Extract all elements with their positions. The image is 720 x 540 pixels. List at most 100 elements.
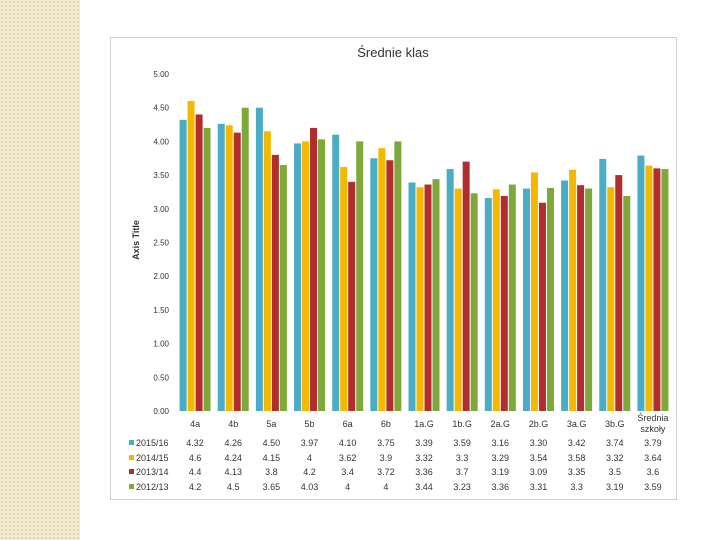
bar bbox=[408, 182, 416, 411]
bar bbox=[522, 188, 530, 411]
bar bbox=[446, 169, 454, 411]
data-table-cell: 4.15 bbox=[263, 453, 281, 463]
bar bbox=[645, 165, 653, 411]
bar bbox=[340, 167, 348, 411]
category-label: szkoły bbox=[640, 424, 666, 434]
data-table-cell: 4 bbox=[307, 453, 312, 463]
data-table-cell: 3.42 bbox=[568, 438, 586, 448]
bar bbox=[356, 141, 364, 411]
bar bbox=[255, 107, 263, 411]
category-label: 4a bbox=[190, 419, 200, 429]
data-table-cell: 3.36 bbox=[492, 482, 510, 492]
category-label: 1a.G bbox=[414, 419, 434, 429]
data-table-cell: 4.26 bbox=[224, 438, 242, 448]
bar bbox=[241, 107, 249, 411]
data-table-cell: 4.5 bbox=[227, 482, 240, 492]
category-label: 3b.G bbox=[605, 419, 625, 429]
data-table-cell: 3.35 bbox=[568, 467, 586, 477]
data-table-cell: 3.09 bbox=[530, 467, 548, 477]
data-table-cell: 3.9 bbox=[380, 453, 393, 463]
bar bbox=[653, 168, 661, 411]
category-label: 1b.G bbox=[452, 419, 472, 429]
data-table-cell: 3.59 bbox=[453, 438, 471, 448]
data-table-cell: 3.32 bbox=[415, 453, 433, 463]
bar bbox=[217, 123, 225, 411]
bar bbox=[607, 187, 615, 411]
data-table-cell: 3.54 bbox=[530, 453, 548, 463]
data-table-cell: 3.32 bbox=[606, 453, 624, 463]
category-label: 6b bbox=[381, 419, 391, 429]
bar bbox=[585, 188, 593, 411]
data-table-cell: 3.72 bbox=[377, 467, 395, 477]
bar bbox=[294, 143, 302, 411]
category-label: 5b bbox=[305, 419, 315, 429]
y-tick-label: 3.00 bbox=[153, 205, 169, 214]
category-label: 3a.G bbox=[567, 419, 587, 429]
data-table-cell: 4.10 bbox=[339, 438, 357, 448]
bar bbox=[394, 141, 402, 411]
data-table-cell: 3.44 bbox=[415, 482, 433, 492]
bar bbox=[263, 131, 271, 412]
bar bbox=[500, 195, 508, 411]
data-table-cell: 3.4 bbox=[341, 467, 354, 477]
data-table-cell: 3.39 bbox=[415, 438, 433, 448]
legend-entry: 2015/16 bbox=[136, 438, 169, 448]
bar bbox=[462, 161, 470, 411]
bar bbox=[271, 154, 279, 411]
category-label: 4b bbox=[228, 419, 238, 429]
y-tick-label: 4.00 bbox=[153, 137, 169, 146]
bar bbox=[599, 158, 607, 411]
data-table-cell: 3.64 bbox=[644, 453, 662, 463]
bar bbox=[225, 125, 233, 411]
data-table-cell: 3.3 bbox=[456, 453, 469, 463]
bar bbox=[279, 164, 287, 411]
legend-entry: 2013/14 bbox=[136, 467, 169, 477]
y-tick-label: 2.50 bbox=[153, 239, 169, 248]
y-tick-label: 4.50 bbox=[153, 104, 169, 113]
legend-entry: 2012/13 bbox=[136, 482, 169, 492]
legend-entry: 2014/15 bbox=[136, 453, 169, 463]
bar bbox=[195, 114, 203, 411]
y-tick-label: 1.00 bbox=[153, 340, 169, 349]
y-tick-label: 1.50 bbox=[153, 306, 169, 315]
bar bbox=[310, 127, 318, 412]
data-table-cell: 3.6 bbox=[647, 467, 660, 477]
data-table-cell: 3.74 bbox=[606, 438, 624, 448]
legend-swatch bbox=[129, 440, 134, 445]
data-table-cell: 3.30 bbox=[530, 438, 548, 448]
y-tick-label: 2.00 bbox=[153, 272, 169, 281]
data-table-cell: 3.31 bbox=[530, 482, 548, 492]
data-table-cell: 3.16 bbox=[492, 438, 510, 448]
bar bbox=[378, 148, 386, 411]
bar bbox=[615, 175, 623, 411]
data-table-cell: 3.3 bbox=[570, 482, 583, 492]
bar bbox=[370, 158, 378, 411]
bar bbox=[203, 127, 211, 412]
bar bbox=[492, 189, 500, 411]
chart-title: Średnie klas bbox=[357, 45, 429, 60]
bar bbox=[546, 187, 554, 411]
bar bbox=[424, 184, 432, 411]
bar bbox=[538, 202, 546, 411]
data-table-cell: 4.24 bbox=[224, 453, 242, 463]
data-table-cell: 3.62 bbox=[339, 453, 357, 463]
y-tick-label: 5.00 bbox=[153, 70, 169, 79]
y-axis-title: Axis Title bbox=[131, 220, 141, 260]
bar bbox=[454, 188, 462, 411]
bar bbox=[302, 141, 310, 411]
data-table-cell: 3.29 bbox=[492, 453, 510, 463]
category-label: 5a bbox=[266, 419, 276, 429]
legend-swatch bbox=[129, 469, 134, 474]
y-axis: 0.00 0.50 1.00 1.50 2.00 2.50 3.00 3.50 4.00 4.50… bbox=[153, 70, 169, 416]
data-table-cell: 4 bbox=[383, 482, 388, 492]
bar bbox=[332, 134, 340, 411]
bar bbox=[470, 193, 478, 411]
data-table-cell: 3.97 bbox=[301, 438, 319, 448]
data-table-cell: 3.19 bbox=[492, 467, 510, 477]
bar bbox=[561, 180, 569, 411]
bar bbox=[432, 179, 440, 411]
bar bbox=[233, 132, 241, 411]
data-table-cell: 4.03 bbox=[301, 482, 319, 492]
data-table-cell: 3.19 bbox=[606, 482, 624, 492]
